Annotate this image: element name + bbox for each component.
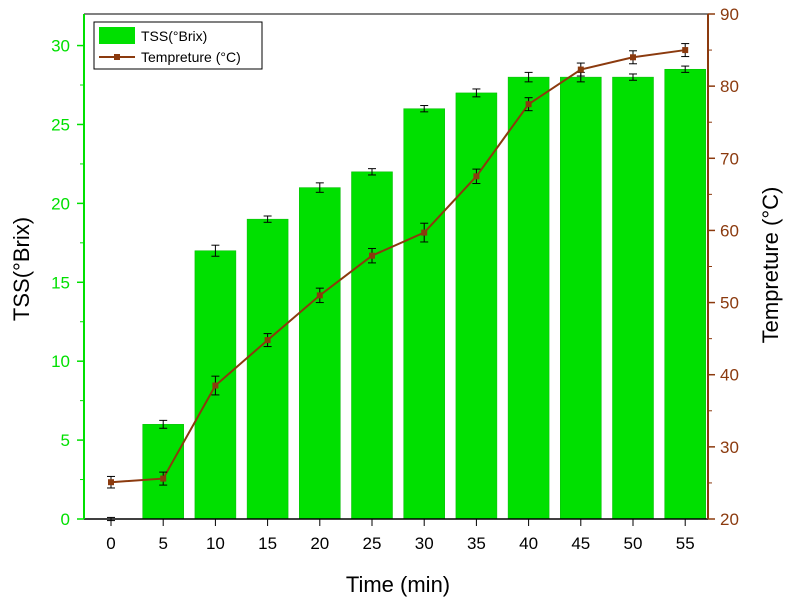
x-axis-title: Time (min) [346,572,450,597]
right-y-tick-label-80: 80 [720,77,739,96]
right-y-tick-label-70: 70 [720,149,739,168]
temperature-point-30 [421,229,428,236]
x-tick-label-20: 20 [310,534,329,553]
left-y-tick-label-25: 25 [51,115,70,134]
legend-label-temperature: Tempreture (°C) [141,49,241,65]
temperature-point-50 [630,54,636,61]
right-y-tick-label-60: 60 [720,221,739,240]
right-y-tick-label-40: 40 [720,366,739,385]
bars-layer [142,68,706,520]
left-y-tick-label-10: 10 [51,352,70,371]
bar-tss-40 [507,76,550,520]
x-tick-label-0: 0 [106,534,115,553]
bar-tss-55 [664,68,706,520]
temperature-point-10 [212,382,219,389]
bar-tss-20 [299,187,341,520]
x-tick-label-35: 35 [467,534,486,553]
left-y-tick-label-5: 5 [61,431,70,450]
temperature-point-55 [682,47,689,54]
temperature-point-15 [264,337,271,344]
bar-error-layer [107,65,690,522]
legend: TSS(°Brix) Tempreture (°C) [93,21,263,70]
x-tick-label-5: 5 [158,534,167,553]
bar-tss-15 [246,218,289,520]
x-tick-label-55: 55 [676,534,695,553]
temperature-line-layer [107,43,690,489]
right-y-tick-label-50: 50 [720,294,739,313]
x-tick-label-25: 25 [363,534,382,553]
left-y-tick-label-15: 15 [51,273,70,292]
legend-bar-swatch [99,27,135,44]
axes-layer: 0 5 10 15 20 25 30 35 40 45 50 55 0 5 10 15 20 25 30 20 30 40… [51,5,739,553]
legend-marker-swatch [114,54,120,60]
temperature-point-35 [473,173,480,180]
left-y-tick-label-0: 0 [61,510,70,529]
left-y-axis-title: TSS(°Brix) [9,217,34,321]
temperature-point-25 [369,252,375,259]
temperature-point-5 [160,475,167,482]
left-y-tick-label-30: 30 [51,37,70,56]
temperature-line [110,49,686,484]
right-y-tick-label-90: 90 [720,5,739,24]
bar-tss-45 [560,76,602,520]
right-y-axis-title: Tempreture (°C) [758,187,783,344]
right-y-tick-label-20: 20 [720,510,739,529]
temperature-point-0 [108,479,114,486]
x-tick-label-40: 40 [519,534,538,553]
x-tick-label-10: 10 [206,534,225,553]
bar-tss-50 [612,76,654,520]
temperature-point-45 [577,66,584,73]
left-y-tick-label-20: 20 [51,194,70,213]
x-tick-label-15: 15 [258,534,277,553]
bar-tss-30 [403,108,445,520]
x-tick-label-45: 45 [571,534,590,553]
bar-tss-25 [351,171,393,520]
x-tick-label-30: 30 [415,534,434,553]
temperature-point-40 [525,101,532,108]
right-y-tick-label-30: 30 [720,438,739,457]
x-tick-label-50: 50 [624,534,643,553]
legend-label-tss: TSS(°Brix) [141,28,207,44]
temperature-point-20 [316,292,323,299]
